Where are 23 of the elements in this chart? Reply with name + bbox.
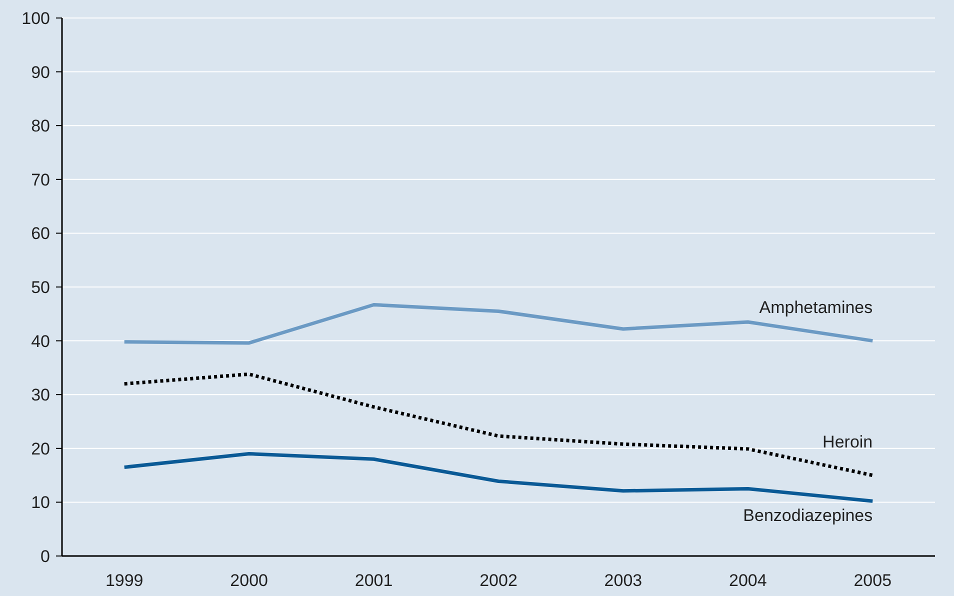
y-tick-label: 40: [31, 332, 50, 351]
y-tick-label: 30: [31, 386, 50, 405]
line-series: [122, 372, 874, 478]
y-tick-label: 90: [31, 62, 50, 82]
y-tick-label: 100: [22, 8, 50, 28]
y-tick-label: 70: [31, 170, 50, 190]
line-series: [122, 452, 874, 503]
y-tick-label: 60: [31, 224, 50, 244]
series-label: Amphetamines: [759, 298, 873, 317]
y-tick-label: 80: [31, 116, 50, 136]
x-tick-label: 2000: [230, 571, 268, 590]
x-tick-label: 2001: [354, 571, 393, 590]
y-tick-label: 20: [31, 439, 50, 458]
series-label: Benzodiazepines: [743, 506, 873, 526]
y-tick-label: 50: [31, 278, 50, 297]
x-tick-label: 1999: [105, 571, 144, 590]
y-tick-label: 0: [40, 546, 50, 566]
x-tick-label: 2004: [729, 571, 767, 590]
x-tick-label: 2002: [480, 571, 518, 590]
y-tick-label: 10: [31, 493, 50, 512]
series-label: Heroin: [822, 432, 873, 452]
x-tick-label: 2003: [604, 571, 642, 590]
x-tick-label: 2005: [854, 571, 892, 590]
